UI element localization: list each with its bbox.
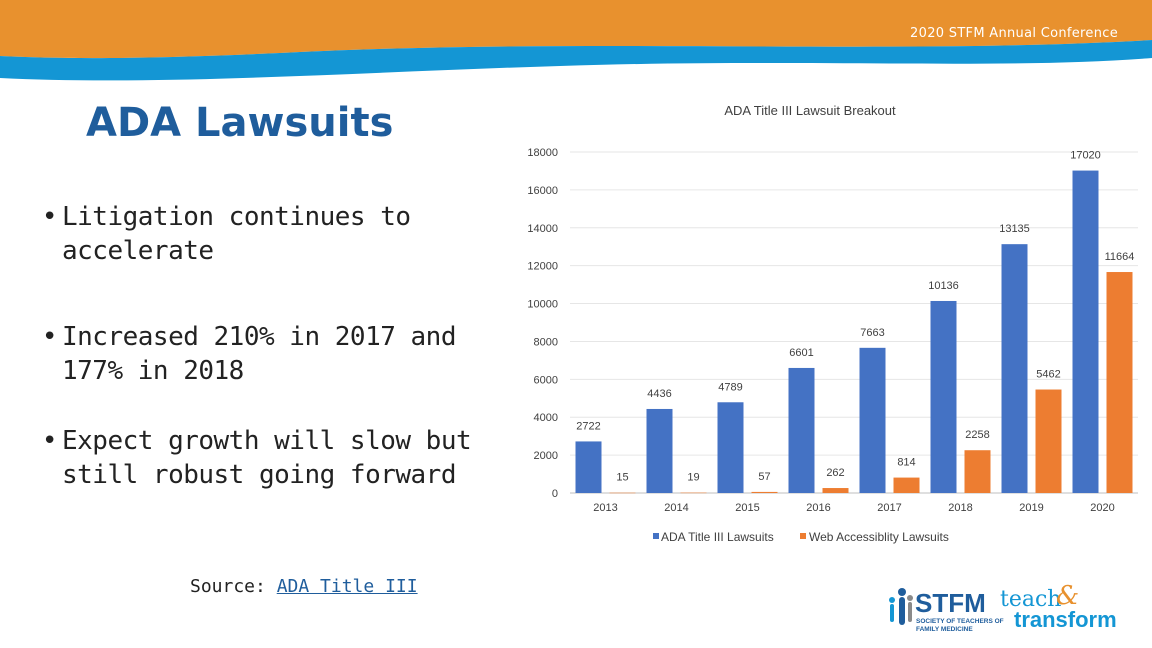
bar-web-accessibility [751,491,778,493]
bullet-item: • Litigation continues to accelerate [40,200,490,268]
source-link[interactable]: ADA Title III [276,576,418,597]
source-citation: Source: ADA Title III [190,576,418,597]
x-tick-label: 2019 [1019,502,1043,514]
x-tick-label: 2020 [1090,502,1114,514]
data-label-web: 5462 [1036,369,1060,381]
y-tick-label: 0 [552,488,558,500]
x-axis-ticks: 2013 2014 2015 2016 2017 2018 2019 2020 [593,502,1114,514]
y-tick-label: 6000 [534,374,558,386]
bar-web-accessibility [822,488,849,493]
bar-ada-title-iii [646,408,673,493]
bar-web-accessibility [964,450,991,493]
bar-ada-title-iii [859,347,886,493]
y-axis-ticks: 0 2000 4000 6000 8000 10000 12000 14000 16000 180… [527,147,558,500]
source-label: Source: [190,576,277,597]
conference-label: 2020 STFM Annual Conference [910,26,1118,41]
data-label-ada: 10136 [928,280,959,292]
bullet-dot: • [42,426,57,456]
bullet-dot: • [42,202,57,232]
legend-swatch-ada [653,533,659,539]
data-label-web: 15 [616,472,628,484]
logo-teach: teach [1000,587,1061,612]
legend-swatch-web [800,533,806,539]
data-label-ada: 2722 [576,420,600,432]
legend-label-ada: ADA Title III Lawsuits [661,530,774,544]
bullet-text: Expect growth will slow but still robust… [62,426,472,490]
data-label-web: 2258 [965,429,989,441]
logo-ampersand: & [1056,582,1079,611]
y-tick-label: 4000 [534,412,558,424]
data-label-ada: 7663 [860,327,884,339]
bullet-dot: • [42,322,57,352]
bar-ada-title-iii [788,367,815,493]
bar-web-accessibility [893,477,920,493]
chart-title: ADA Title III Lawsuit Breakout [724,103,896,118]
x-tick-label: 2018 [948,502,972,514]
bullet-item: • Increased 210% in 2017 and 177% in 2018 [40,320,490,388]
bar-ada-title-iii [1001,244,1028,493]
data-label-web: 814 [897,457,915,469]
y-tick-label: 14000 [527,223,558,235]
data-label-ada: 4789 [718,381,742,393]
stfm-logo: STFM SOCIETY OF TEACHERS OF FAMILY MEDIC… [889,582,1117,633]
logo-transform: transform [1014,607,1117,632]
y-tick-label: 8000 [534,336,558,348]
bars: 2722 15 4436 19 4789 57 6601 262 7663 814 10136 225… [575,150,1135,494]
data-label-ada: 17020 [1070,150,1101,162]
y-tick-label: 16000 [527,185,558,197]
y-tick-label: 12000 [527,261,558,273]
bar-ada-title-iii [575,441,602,493]
logo-tagline-1: SOCIETY OF TEACHERS OF [916,618,1004,625]
bar-ada-title-iii [930,300,957,493]
data-label-web: 262 [826,467,844,479]
data-label-web: 57 [758,471,770,483]
slide-title: ADA Lawsuits [86,100,394,146]
x-tick-label: 2013 [593,502,617,514]
bullet-text: Litigation continues to accelerate [62,202,411,266]
bullet-item: • Expect growth will slow but still robus… [40,424,490,492]
x-tick-label: 2016 [806,502,830,514]
data-label-web: 19 [687,472,699,484]
y-tick-label: 10000 [527,299,558,311]
bar-web-accessibility [1106,272,1133,493]
logo-name: STFM [915,588,986,618]
x-tick-label: 2014 [664,502,688,514]
bar-ada-title-iii [717,402,744,493]
x-tick-label: 2017 [877,502,901,514]
bar-web-accessibility [609,492,636,494]
bar-chart: ADA Title III Lawsuit Breakout 0 2000 4000… [527,103,1138,544]
bar-web-accessibility [680,492,707,494]
data-label-ada: 13135 [999,223,1030,235]
x-tick-label: 2015 [735,502,759,514]
header-banner [0,0,1152,90]
logo-tagline-2: FAMILY MEDICINE [916,626,973,633]
bar-web-accessibility [1035,389,1062,493]
data-label-web: 11664 [1105,251,1135,263]
y-tick-label: 2000 [534,450,558,462]
data-label-ada: 6601 [789,347,813,359]
data-label-ada: 4436 [647,388,671,400]
stfm-figures-icon [889,588,913,625]
y-tick-label: 18000 [527,147,558,159]
legend: ADA Title III Lawsuits Web Accessiblity … [653,530,949,544]
bullet-list: • Litigation continues to accelerate • Inc… [40,200,490,492]
legend-label-web: Web Accessiblity Lawsuits [809,530,949,544]
bar-ada-title-iii [1072,170,1099,493]
bullet-text: Increased 210% in 2017 and 177% in 2018 [62,322,457,386]
